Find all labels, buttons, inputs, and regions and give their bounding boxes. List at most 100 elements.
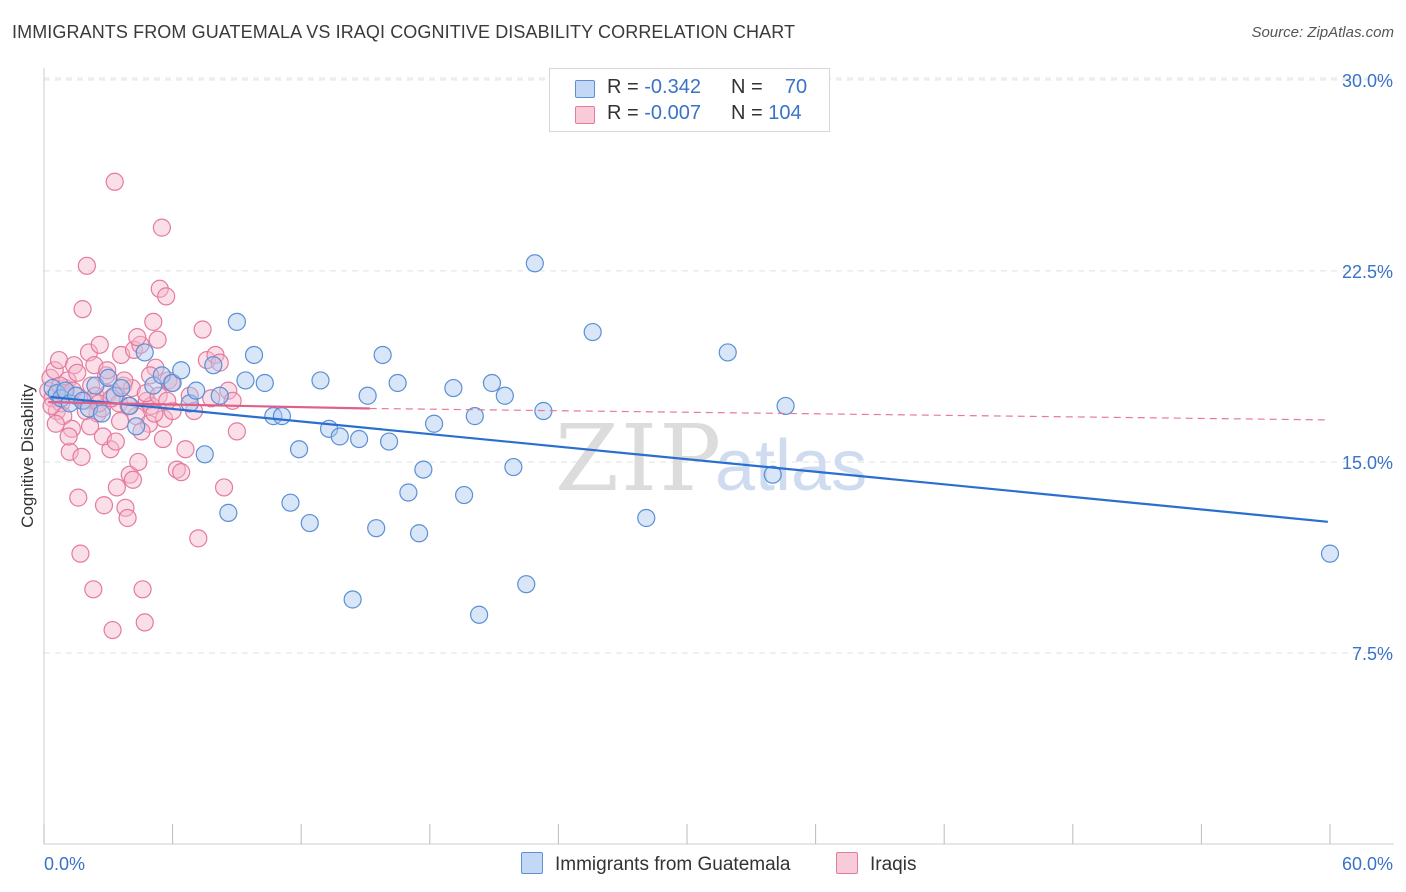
data-point-guatemala xyxy=(495,386,514,405)
data-point-guatemala xyxy=(525,254,544,273)
data-point-iraqis xyxy=(163,401,182,421)
data-point-iraqis xyxy=(123,470,143,489)
data-point-iraqis xyxy=(77,256,96,275)
data-point-guatemala xyxy=(444,378,463,398)
legend-label-guatemala: Immigrants from Guatemala xyxy=(555,854,791,875)
data-point-guatemala xyxy=(367,519,386,538)
data-point-guatemala xyxy=(289,440,309,459)
data-point-iraqis xyxy=(214,478,234,497)
data-point-iraqis xyxy=(132,422,151,441)
data-point-iraqis xyxy=(80,417,100,436)
watermark-atlas: atlas xyxy=(715,426,867,506)
legend-n-value: 104 xyxy=(768,102,802,124)
data-point-iraqis xyxy=(94,496,114,515)
data-point-iraqis xyxy=(73,300,92,319)
data-point-iraqis xyxy=(98,361,117,380)
grid-lines xyxy=(44,77,1394,654)
data-point-iraqis xyxy=(105,172,124,191)
legend-item-iraqis[interactable]: Iraqis xyxy=(836,852,916,876)
legend-swatch-pink xyxy=(575,106,595,124)
axes xyxy=(43,68,1394,845)
y-tick-label: 30.0% xyxy=(1342,71,1393,91)
data-point-iraqis xyxy=(60,442,79,461)
data-point-guatemala xyxy=(388,373,407,393)
chart-source: Source: ZipAtlas.com xyxy=(1251,24,1394,41)
data-point-guatemala xyxy=(163,373,182,393)
data-point-guatemala xyxy=(281,493,300,512)
watermark: ZIP atlas xyxy=(555,405,867,512)
data-point-guatemala xyxy=(300,513,319,533)
legend-swatch-pink xyxy=(836,852,858,874)
data-point-guatemala xyxy=(469,605,489,624)
data-point-guatemala xyxy=(99,368,118,387)
data-point-iraqis xyxy=(122,378,141,398)
data-point-iraqis xyxy=(150,279,169,298)
data-point-iraqis xyxy=(172,463,191,482)
legend-item-guatemala[interactable]: Immigrants from Guatemala xyxy=(521,852,790,876)
data-point-iraqis xyxy=(189,529,208,548)
data-point-guatemala xyxy=(482,373,502,393)
legend-swatch-blue xyxy=(521,852,543,874)
data-point-guatemala xyxy=(583,322,602,342)
legend-n-label: N = xyxy=(731,76,769,98)
trend-line-iraqis xyxy=(48,400,370,410)
data-point-iraqis xyxy=(193,320,212,339)
data-point-guatemala xyxy=(227,312,246,331)
data-point-iraqis xyxy=(219,381,238,400)
data-point-guatemala xyxy=(204,356,223,375)
data-point-guatemala xyxy=(424,414,444,433)
data-point-iraqis xyxy=(157,287,176,306)
data-point-iraqis xyxy=(129,452,148,472)
series-legend: Immigrants from Guatemala Iraqis xyxy=(0,852,1406,878)
data-point-iraqis xyxy=(118,508,137,528)
data-point-guatemala xyxy=(311,371,330,390)
data-point-guatemala xyxy=(343,590,362,609)
data-point-guatemala xyxy=(349,429,369,449)
legend-r-value: -0.007 xyxy=(644,102,701,124)
data-point-guatemala xyxy=(763,465,782,484)
data-point-guatemala xyxy=(244,345,264,365)
data-point-iraqis xyxy=(144,312,163,331)
legend-r-value: -0.342 xyxy=(644,76,701,98)
data-point-guatemala xyxy=(504,457,523,477)
legend-r-label: R = xyxy=(607,76,645,98)
x-tick-label: 60.0% xyxy=(1342,854,1393,874)
correlation-legend: R = -0.342 N = 70 R = -0.007 N = 104 xyxy=(549,68,830,132)
chart-title: IMMIGRANTS FROM GUATEMALA VS IRAQI COGNI… xyxy=(12,22,796,42)
data-point-guatemala xyxy=(637,508,656,528)
data-point-iraqis xyxy=(120,465,139,484)
data-point-iraqis xyxy=(59,427,78,446)
x-tick-label: 0.0% xyxy=(44,854,85,874)
data-point-guatemala xyxy=(465,407,484,426)
data-point-iraqis xyxy=(46,414,65,433)
y-axis-title: Cognitive Disability xyxy=(18,384,37,528)
data-point-guatemala xyxy=(135,343,154,362)
legend-n-value: 70 xyxy=(784,76,808,98)
data-point-iraqis xyxy=(128,328,147,347)
trend-line-iraqis-extended xyxy=(369,407,1328,421)
data-point-iraqis xyxy=(82,376,101,395)
data-point-iraqis xyxy=(84,580,103,599)
data-point-guatemala xyxy=(414,460,433,479)
data-point-iraqis xyxy=(135,613,154,632)
trend-line-guatemala xyxy=(50,395,1328,523)
legend-label-iraqis: Iraqis xyxy=(870,854,917,875)
data-point-guatemala xyxy=(379,432,399,451)
data-point-guatemala xyxy=(92,404,111,423)
data-point-iraqis xyxy=(152,218,171,237)
data-point-iraqis xyxy=(133,580,152,599)
data-point-guatemala xyxy=(187,381,206,400)
data-point-guatemala xyxy=(236,371,255,390)
y-tick-label: 7.5% xyxy=(1352,644,1393,664)
data-point-guatemala xyxy=(1320,544,1340,563)
data-point-guatemala xyxy=(172,361,191,380)
legend-r-label: R = xyxy=(607,102,645,124)
data-point-guatemala xyxy=(776,396,795,416)
data-point-guatemala xyxy=(409,524,429,543)
data-point-iraqis xyxy=(153,429,173,449)
data-point-guatemala xyxy=(718,343,737,362)
data-point-guatemala xyxy=(517,575,536,594)
data-point-iraqis xyxy=(148,330,167,349)
trend-lines xyxy=(48,395,1328,523)
